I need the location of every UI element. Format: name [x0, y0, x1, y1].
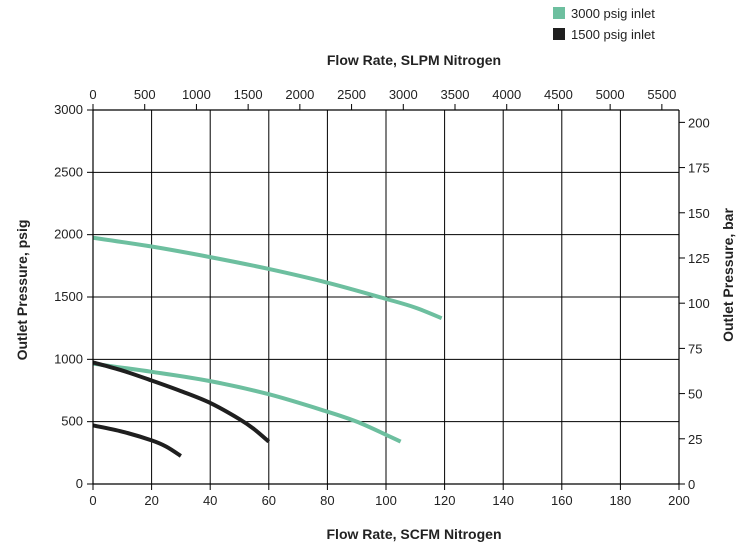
- series-layer: [92, 235, 443, 458]
- y-left-tick-label: 2500: [54, 164, 83, 179]
- series-line-1: [92, 235, 443, 321]
- legend-label-1500: 1500 psig inlet: [571, 27, 655, 42]
- y-left-tick-label: 3000: [54, 102, 83, 117]
- x-bottom-tick-label: 200: [668, 493, 690, 508]
- x-bottom-tick-label: 0: [89, 493, 96, 508]
- x-top-tick-label: 3000: [389, 87, 418, 102]
- y-right-tick-label: 50: [688, 387, 702, 402]
- x-top-tick-label: 5500: [647, 87, 676, 102]
- y-right-tick-label: 200: [688, 115, 710, 130]
- axes: [87, 104, 685, 490]
- x-bottom-tick-label: 60: [262, 493, 276, 508]
- x-top-tick-label: 1000: [182, 87, 211, 102]
- x-top-tick-label: 4500: [544, 87, 573, 102]
- y-right-axis-title: Outlet Pressure, bar: [720, 208, 736, 342]
- x-bottom-tick-label: 40: [203, 493, 217, 508]
- legend: 3000 psig inlet 1500 psig inlet: [553, 6, 655, 42]
- x-top-tick-label: 5000: [596, 87, 625, 102]
- y-right-tick-label: 75: [688, 341, 702, 356]
- x-bottom-tick-label: 140: [492, 493, 514, 508]
- x-top-tick-label: 3500: [441, 87, 470, 102]
- x-top-tick-label: 2500: [337, 87, 366, 102]
- x-bottom-tick-label: 120: [434, 493, 456, 508]
- y-left-tick-label: 500: [61, 414, 83, 429]
- x-bottom-tick-label: 80: [320, 493, 334, 508]
- x-top-tick-label: 0: [89, 87, 96, 102]
- legend-swatch-1500: [553, 28, 565, 40]
- x-top-tick-label: 4000: [492, 87, 521, 102]
- series-line-2: [92, 361, 402, 444]
- x-bottom-axis-title: Flow Rate, SCFM Nitrogen: [327, 526, 502, 542]
- y-right-tick-label: 175: [688, 161, 710, 176]
- legend-swatch-3000: [553, 7, 565, 19]
- y-left-tick-label: 1000: [54, 351, 83, 366]
- x-bottom-tick-label: 20: [144, 493, 158, 508]
- y-left-axis-title: Outlet Pressure, psig: [14, 220, 30, 361]
- y-left-tick-label: 1500: [54, 289, 83, 304]
- series-line-3: [92, 360, 271, 444]
- series-line-4: [92, 423, 182, 458]
- x-bottom-tick-label: 160: [551, 493, 573, 508]
- y-right-tick-label: 100: [688, 296, 710, 311]
- x-top-tick-label: 500: [134, 87, 156, 102]
- x-bottom-tick-label: 100: [375, 493, 397, 508]
- y-right-tick-label: 125: [688, 251, 710, 266]
- y-right-tick-label: 25: [688, 432, 702, 447]
- x-top-axis-title: Flow Rate, SLPM Nitrogen: [327, 52, 501, 68]
- y-right-tick-label: 150: [688, 206, 710, 221]
- legend-label-3000: 3000 psig inlet: [571, 6, 655, 21]
- y-left-tick-label: 0: [76, 476, 83, 491]
- x-bottom-tick-label: 180: [610, 493, 632, 508]
- x-top-tick-label: 2000: [285, 87, 314, 102]
- x-top-tick-label: 1500: [234, 87, 263, 102]
- y-left-tick-label: 2000: [54, 227, 83, 242]
- y-right-tick-label: 0: [688, 477, 695, 492]
